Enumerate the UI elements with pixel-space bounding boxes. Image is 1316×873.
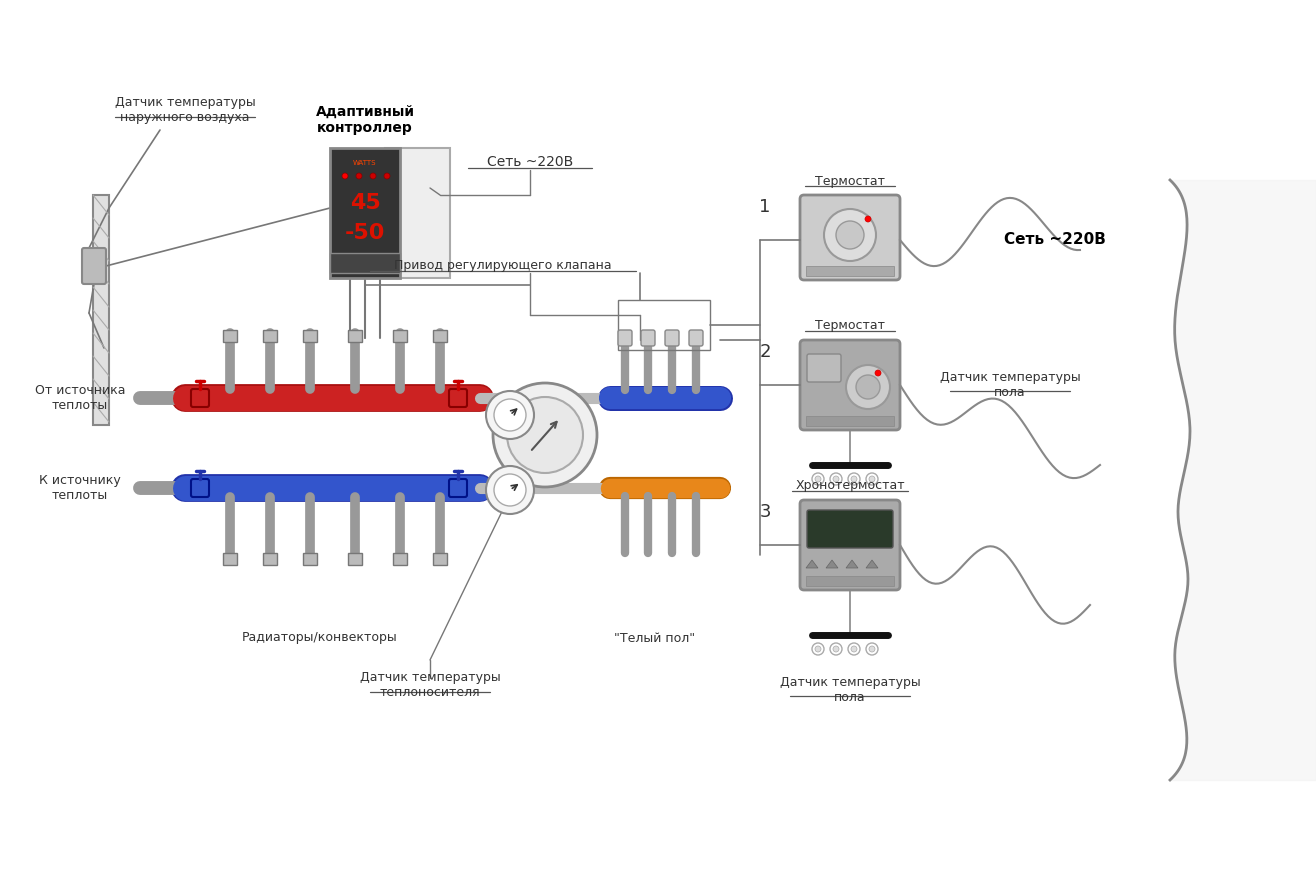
FancyBboxPatch shape xyxy=(619,330,632,346)
Text: Сеть ~220В: Сеть ~220В xyxy=(487,155,574,169)
Bar xyxy=(93,195,109,425)
Text: Датчик температуры
теплоносителя: Датчик температуры теплоносителя xyxy=(359,671,500,699)
Circle shape xyxy=(486,391,534,439)
Bar xyxy=(263,330,276,342)
Circle shape xyxy=(865,216,871,222)
Text: 2: 2 xyxy=(759,343,771,361)
Bar xyxy=(433,330,447,342)
Bar xyxy=(393,330,407,342)
Circle shape xyxy=(875,370,880,376)
Polygon shape xyxy=(866,560,878,568)
Bar xyxy=(263,553,276,565)
Text: Сеть ~220В: Сеть ~220В xyxy=(1004,232,1105,248)
Text: От источника
теплоты: От источника теплоты xyxy=(34,384,125,412)
Circle shape xyxy=(869,646,875,652)
Circle shape xyxy=(384,173,390,179)
Circle shape xyxy=(486,466,534,514)
FancyBboxPatch shape xyxy=(449,389,467,407)
FancyBboxPatch shape xyxy=(690,330,703,346)
Text: Датчик температуры
пола: Датчик температуры пола xyxy=(779,676,920,704)
Polygon shape xyxy=(805,560,819,568)
Text: Термостат: Термостат xyxy=(815,320,884,333)
Bar xyxy=(222,553,237,565)
FancyBboxPatch shape xyxy=(807,510,894,548)
Circle shape xyxy=(851,646,857,652)
FancyBboxPatch shape xyxy=(800,340,900,430)
FancyBboxPatch shape xyxy=(449,479,467,497)
Circle shape xyxy=(494,474,526,506)
FancyBboxPatch shape xyxy=(641,330,655,346)
FancyBboxPatch shape xyxy=(191,479,209,497)
Circle shape xyxy=(494,383,597,487)
Bar xyxy=(330,253,400,273)
Bar xyxy=(619,300,711,350)
FancyBboxPatch shape xyxy=(82,248,107,284)
Bar xyxy=(303,330,317,342)
Text: -50: -50 xyxy=(345,223,386,243)
Circle shape xyxy=(815,476,821,482)
Text: 3: 3 xyxy=(759,503,771,521)
Circle shape xyxy=(851,476,857,482)
Text: Адаптивный
контроллер: Адаптивный контроллер xyxy=(316,105,415,135)
Text: Радиаторы/конвекторы: Радиаторы/конвекторы xyxy=(242,631,397,644)
Circle shape xyxy=(846,365,890,409)
Polygon shape xyxy=(826,560,838,568)
FancyBboxPatch shape xyxy=(800,500,900,590)
Text: Термостат: Термостат xyxy=(815,175,884,188)
Bar xyxy=(347,330,362,342)
Text: Датчик температуры
наружного воздуха: Датчик температуры наружного воздуха xyxy=(114,96,255,124)
Circle shape xyxy=(836,221,865,249)
Circle shape xyxy=(855,375,880,399)
Text: 1: 1 xyxy=(759,198,771,216)
Text: WATTS: WATTS xyxy=(353,160,376,166)
Circle shape xyxy=(824,209,876,261)
Text: Привод регулирующего клапана: Привод регулирующего клапана xyxy=(395,258,612,272)
Text: Хронотермостат: Хронотермостат xyxy=(795,479,905,492)
Bar xyxy=(330,148,400,278)
Polygon shape xyxy=(846,560,858,568)
Circle shape xyxy=(833,646,840,652)
Circle shape xyxy=(370,173,376,179)
FancyBboxPatch shape xyxy=(191,389,209,407)
Bar xyxy=(805,576,894,586)
Circle shape xyxy=(833,476,840,482)
Bar xyxy=(303,553,317,565)
FancyBboxPatch shape xyxy=(807,354,841,382)
Bar xyxy=(433,553,447,565)
Circle shape xyxy=(357,173,362,179)
Bar xyxy=(393,553,407,565)
Circle shape xyxy=(815,646,821,652)
Circle shape xyxy=(342,173,347,179)
Bar xyxy=(222,330,237,342)
Text: 45: 45 xyxy=(350,193,380,213)
Circle shape xyxy=(494,399,526,431)
Bar xyxy=(805,416,894,426)
Bar xyxy=(386,148,450,278)
Circle shape xyxy=(869,476,875,482)
Bar xyxy=(347,553,362,565)
Text: Датчик температуры
пола: Датчик температуры пола xyxy=(940,371,1080,399)
FancyBboxPatch shape xyxy=(665,330,679,346)
Circle shape xyxy=(507,397,583,473)
Bar xyxy=(805,266,894,276)
Text: "Телый пол": "Телый пол" xyxy=(615,631,696,644)
FancyBboxPatch shape xyxy=(800,195,900,280)
Text: К источнику
теплоты: К источнику теплоты xyxy=(39,474,121,502)
